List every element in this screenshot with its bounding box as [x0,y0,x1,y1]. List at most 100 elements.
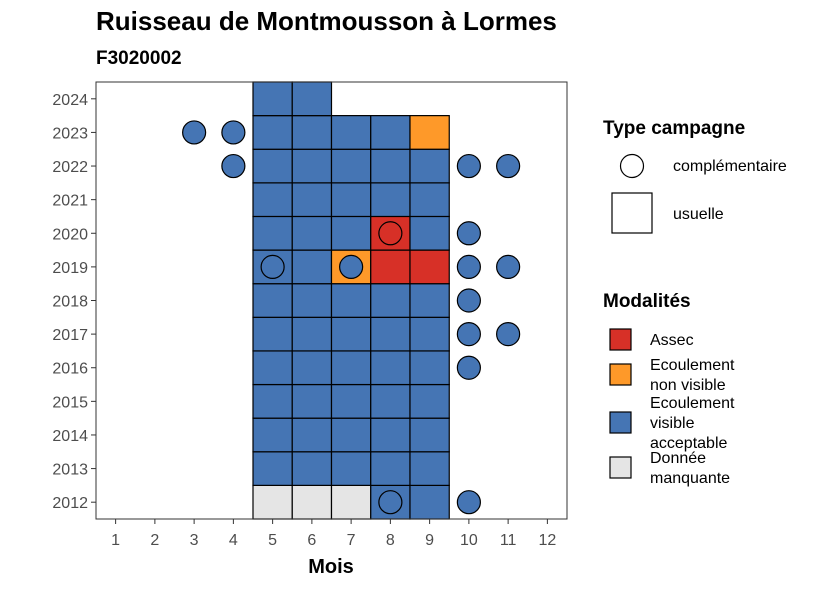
legend-complementaire-symbol [619,153,645,179]
cell-2014-7 [330,417,372,453]
cell-2020-9 [409,215,450,251]
legend-mod-label-3-1: manquante [650,470,730,487]
x-tick-label-8: 8 [386,532,395,549]
legend-mod-label-2-1: visible [650,415,695,432]
cell-2012-5 [252,484,293,520]
point-2023-3 [182,120,207,145]
cell-2014-5 [252,417,293,453]
x-tick-label-2: 2 [150,532,159,549]
cell-2017-7 [330,316,372,352]
x-tick-label-7: 7 [347,532,356,549]
cell-2022-6 [291,148,333,184]
cell-2023-7 [330,115,372,150]
point-2017-11 [496,322,521,347]
cell-2015-9 [409,383,450,419]
cell-2019-8 [370,249,411,285]
point-2019-11 [496,254,521,279]
cell-2022-5 [252,148,293,184]
x-tick-label-10: 10 [460,532,478,549]
legend-mod-label-0-0: Assec [650,332,694,349]
cell-2018-9 [409,283,450,318]
legend-mod-label-3-0: Donnée [650,450,706,467]
cell-2014-8 [370,417,411,453]
cell-2012-7 [330,484,372,520]
y-tick-label-2019: 2019 [52,260,88,277]
legend: Type campagne complémentaire usuelle Mod… [603,118,787,487]
cell-2023-6 [291,115,333,150]
chart-title: Ruisseau de Montmousson à Lormes [96,6,557,36]
point-2022-10 [456,153,481,179]
cell-2016-5 [252,350,293,386]
cell-2015-8 [370,383,411,419]
x-tick-label-9: 9 [425,532,434,549]
y-tick-label-2023: 2023 [52,125,88,142]
legend-mod-label-1-1: non visible [650,377,726,394]
legend-complementaire-label: complémentaire [673,158,787,175]
x-tick-label-6: 6 [307,532,316,549]
y-tick-label-2012: 2012 [52,495,88,512]
cell-2013-9 [409,451,450,486]
complementaire-points [182,120,521,515]
legend-mod-key-3 [609,456,632,479]
cell-2015-7 [330,383,372,419]
cell-2015-5 [252,383,293,419]
cell-2018-8 [370,283,411,318]
legend-mod-title: Modalités [603,291,691,312]
cell-2018-7 [330,283,372,318]
cell-2016-6 [291,350,333,386]
legend-mod-label-2-2: acceptable [650,435,727,452]
cell-2023-8 [370,115,411,150]
legend-mod-key-1 [609,363,632,386]
cell-2024-6 [291,81,333,117]
point-2017-10 [456,322,481,347]
chart-subtitle: F3020002 [96,48,182,69]
cell-2021-7 [330,182,372,218]
y-tick-label-2020: 2020 [52,226,88,243]
x-tick-label-3: 3 [190,532,199,549]
cell-2020-6 [291,215,333,251]
y-tick-label-2024: 2024 [52,92,88,109]
x-tick-label-5: 5 [268,532,277,549]
cell-2023-9 [409,115,450,150]
x-tick-label-12: 12 [538,532,556,549]
cell-2021-8 [370,182,411,218]
cell-2020-7 [330,215,372,251]
y-tick-label-2022: 2022 [52,159,88,176]
legend-mod-key-2 [609,411,632,434]
cell-2016-7 [330,350,372,386]
cell-2016-8 [370,350,411,386]
x-tick-label-1: 1 [111,532,120,549]
y-axis: 2012 2013 2014 2015 2016 2017 2018 2019 2020 2021… [52,92,96,512]
point-2012-10 [456,490,481,515]
cell-2013-7 [330,451,372,486]
cell-2012-6 [291,484,333,520]
legend-type-title: Type campagne [603,118,745,139]
legend-mod-label-1-0: Ecoulement [650,357,735,374]
cell-2012-9 [409,484,450,520]
legend-mod-label-2-0: Ecoulement [650,395,735,412]
legend-mod-key-0 [609,328,632,351]
point-2018-10 [456,288,481,313]
cell-2013-5 [252,451,293,486]
cell-2019-6 [291,249,333,285]
x-axis: 1 2 3 4 5 6 7 8 9 10 11 12 [111,519,556,549]
point-2019-10 [456,254,481,279]
cell-2014-9 [409,417,450,453]
cell-2021-9 [409,182,450,218]
cell-2017-5 [252,316,293,352]
x-tick-label-4: 4 [229,532,238,549]
legend-usuelle-label: usuelle [673,206,724,223]
x-tick-label-11: 11 [500,532,517,549]
cell-2022-7 [330,148,372,184]
cell-2017-8 [370,316,411,352]
cell-2021-6 [291,182,333,218]
cell-2017-9 [409,316,450,352]
y-tick-label-2014: 2014 [52,428,88,445]
cell-2018-6 [291,283,333,318]
cell-2020-5 [252,215,293,251]
point-2023-4 [221,120,246,145]
y-tick-label-2015: 2015 [52,394,88,411]
cell-2024-5 [252,81,293,117]
y-tick-label-2016: 2016 [52,361,88,378]
